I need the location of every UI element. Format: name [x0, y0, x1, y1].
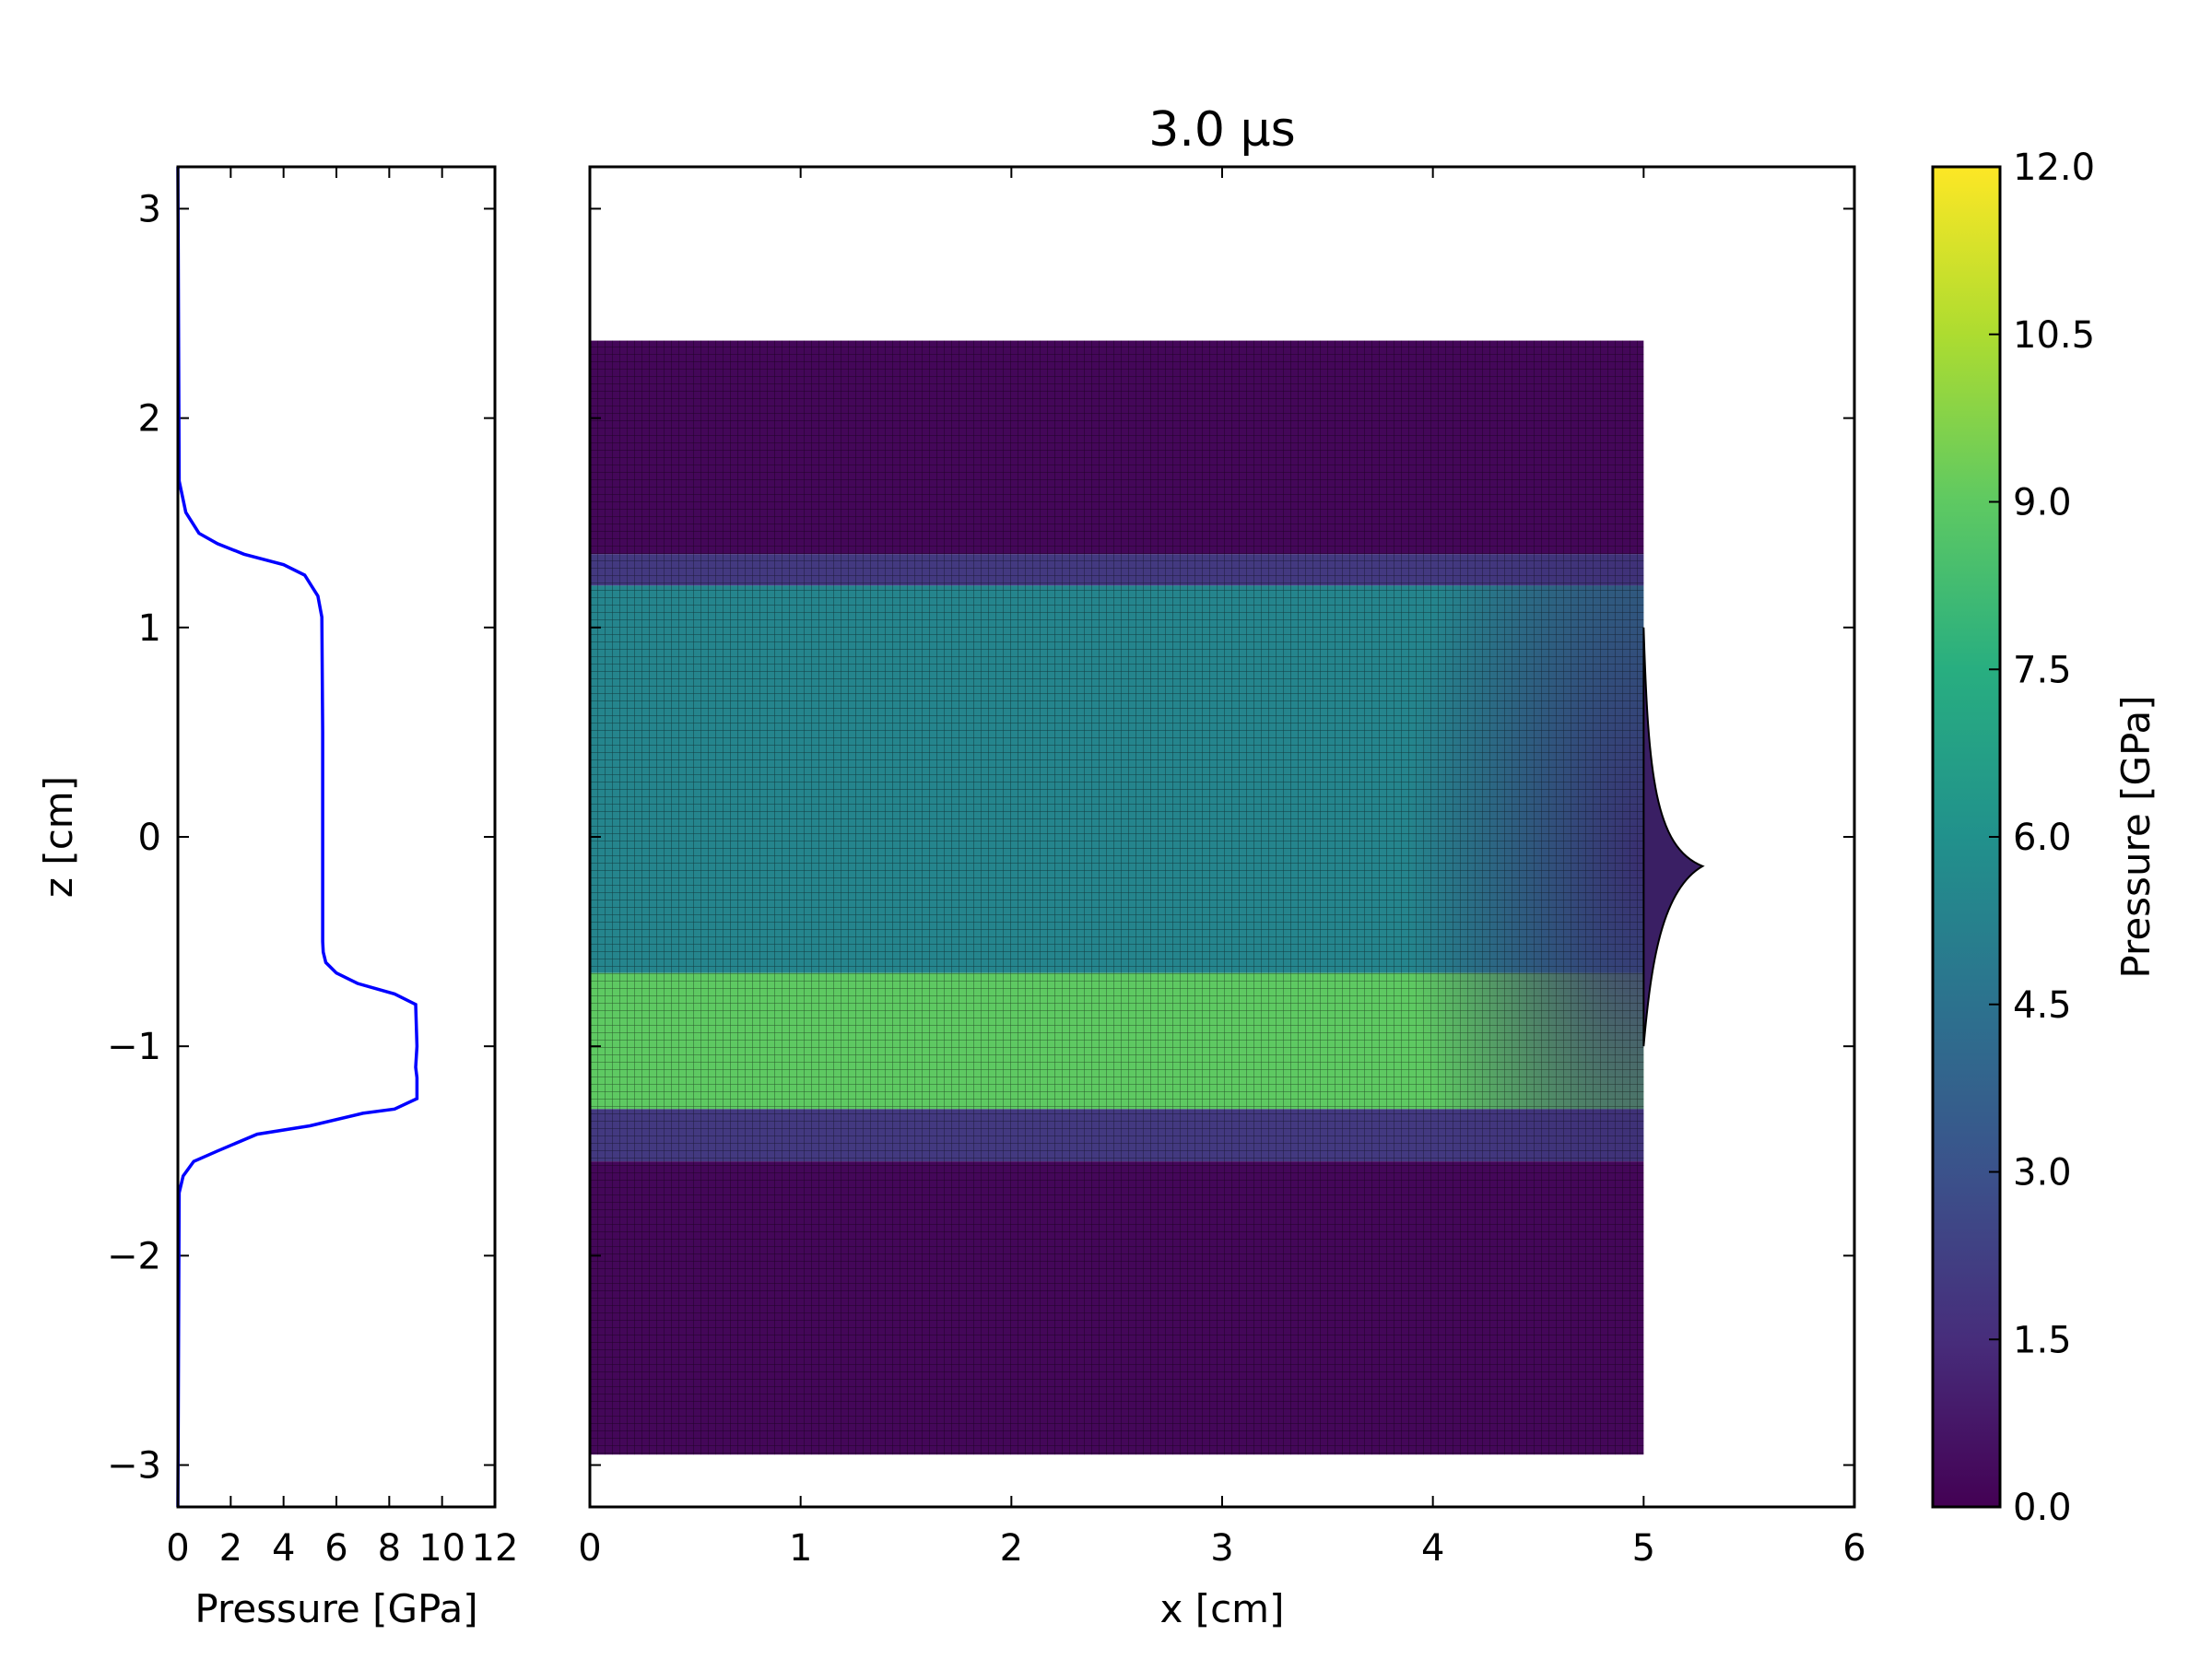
computational-mesh [590, 340, 1644, 1455]
profile-ytick-label: 2 [138, 398, 161, 441]
profile-axes-frame [176, 165, 497, 1509]
pressure-profile-line [176, 166, 419, 1508]
field-title: 3.0 μs [1148, 102, 1295, 158]
colorbar-ticks: 0.0 1.5 3.0 4.5 6.0 7.5 9.0 10.5 12.0 [1989, 147, 2095, 1529]
profile-ytick-label: 1 [138, 607, 161, 650]
field-xtick-label: 5 [1632, 1527, 1655, 1570]
profile-ytick-label: −3 [107, 1445, 161, 1488]
pressure-field-panel: 0 1 2 3 4 5 6 3.0 μs x [cm] [578, 102, 1865, 1631]
profile-ytick-label: −1 [107, 1026, 161, 1068]
profile-ytick-label: 0 [138, 817, 161, 859]
profile-ylabel: z [cm] [36, 776, 81, 898]
field-xtick-label: 4 [1421, 1527, 1444, 1570]
colorbar-tick-label: 10.5 [2013, 314, 2095, 357]
profile-xtick-label: 4 [272, 1527, 295, 1570]
profile-xtick-label: 2 [219, 1527, 242, 1570]
colorbar-tick-label: 0.0 [2013, 1487, 2072, 1529]
field-ticks: 0 1 2 3 4 5 6 [578, 167, 1866, 1570]
colorbar-tick-label: 3.0 [2013, 1152, 2072, 1194]
profile-xtick-label: 6 [324, 1527, 347, 1570]
colorbar-tick-label: 1.5 [2013, 1319, 2072, 1361]
profile-xlabel: Pressure [GPa] [194, 1586, 477, 1631]
colorbar-tick-label: 7.5 [2013, 649, 2072, 691]
colorbar-tick-label: 12.0 [2013, 147, 2095, 189]
field-xtick-label: 3 [1210, 1527, 1233, 1570]
profile-ytick-label: −2 [107, 1235, 161, 1277]
colorbar-tick-label: 9.0 [2013, 482, 2072, 524]
deformed-free-surface [1642, 627, 1705, 1047]
field-xlabel: x [cm] [1160, 1586, 1285, 1631]
field-axes-frame [588, 165, 1856, 1509]
profile-xtick-label: 10 [418, 1527, 465, 1570]
field-xtick-label: 0 [578, 1527, 601, 1570]
profile-ytick-label: 3 [138, 188, 161, 230]
profile-xtick-label: 12 [472, 1527, 519, 1570]
field-xtick-label: 6 [1842, 1527, 1865, 1570]
field-xtick-label: 1 [789, 1527, 812, 1570]
colorbar: 0.0 1.5 3.0 4.5 6.0 7.5 9.0 10.5 12.0 Pressure [… [1931, 147, 2159, 1529]
colorbar-tick-label: 6.0 [2013, 817, 2072, 859]
profile-xtick-label: 0 [166, 1527, 189, 1570]
colorbar-label: Pressure [GPa] [2113, 695, 2159, 978]
field-xtick-label: 2 [1000, 1527, 1023, 1570]
profile-xtick-label: 8 [378, 1527, 401, 1570]
colorbar-tick-label: 4.5 [2013, 984, 2072, 1027]
